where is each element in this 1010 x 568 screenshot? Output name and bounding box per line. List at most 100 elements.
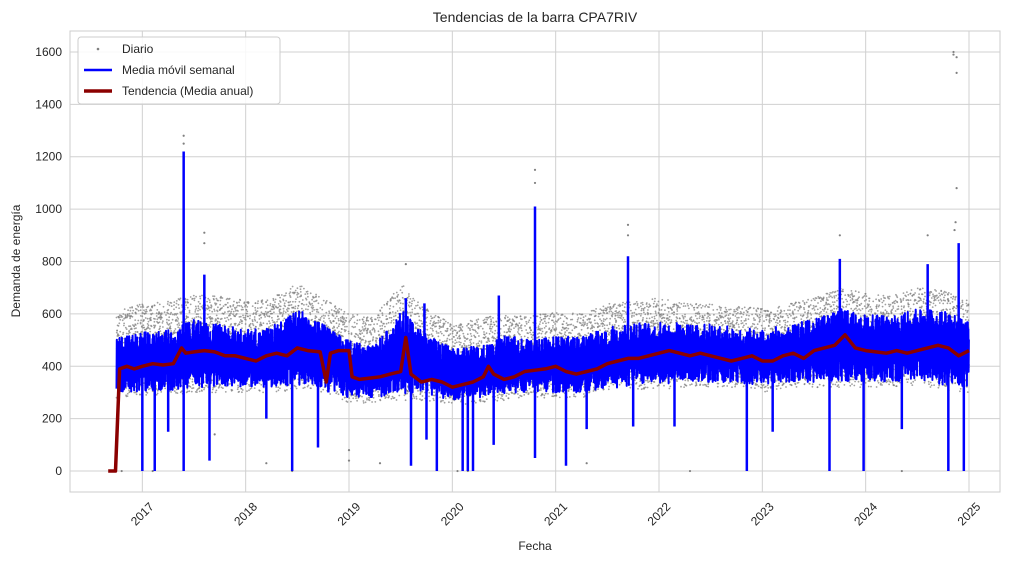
- daily-point: [269, 322, 271, 324]
- daily-point: [119, 331, 121, 333]
- daily-point: [454, 345, 456, 347]
- daily-point: [282, 320, 284, 322]
- daily-point: [315, 294, 317, 296]
- daily-point: [197, 310, 199, 312]
- daily-point: [257, 300, 259, 302]
- daily-point: [333, 315, 335, 317]
- daily-point: [143, 309, 145, 311]
- daily-point: [338, 311, 340, 313]
- daily-point: [316, 316, 318, 318]
- daily-point: [343, 317, 345, 319]
- daily-point: [174, 330, 176, 332]
- daily-point: [310, 304, 312, 306]
- daily-point: [519, 389, 521, 391]
- daily-point: [465, 403, 467, 405]
- daily-point: [164, 311, 166, 313]
- daily-point: [294, 308, 296, 310]
- daily-point: [395, 315, 397, 317]
- daily-point: [541, 337, 543, 339]
- daily-point: [552, 327, 554, 329]
- daily-point: [143, 327, 145, 329]
- daily-point: [372, 336, 374, 338]
- daily-point: [338, 323, 340, 325]
- daily-point: [248, 302, 250, 304]
- daily-point: [215, 385, 217, 387]
- daily-point: [344, 397, 346, 399]
- daily-point: [206, 301, 208, 303]
- daily-point: [299, 301, 301, 303]
- daily-point: [531, 391, 533, 393]
- daily-point: [452, 341, 454, 343]
- daily-point: [444, 323, 446, 325]
- daily-point: [476, 343, 478, 345]
- daily-point: [195, 309, 197, 311]
- daily-point: [219, 304, 221, 306]
- daily-point: [470, 333, 472, 335]
- daily-point: [509, 327, 511, 329]
- daily-point: [336, 311, 338, 313]
- daily-point: [150, 319, 152, 321]
- daily-point: [366, 397, 368, 399]
- daily-point: [486, 390, 488, 392]
- daily-point: [176, 303, 178, 305]
- daily-point: [428, 337, 430, 339]
- daily-point: [494, 330, 496, 332]
- daily-point: [555, 327, 557, 329]
- daily-point: [355, 336, 357, 338]
- daily-point: [122, 313, 124, 315]
- daily-point: [564, 331, 566, 333]
- daily-point: [433, 324, 435, 326]
- daily-point: [190, 386, 192, 388]
- daily-point: [318, 311, 320, 313]
- daily-point: [282, 312, 284, 314]
- daily-point: [393, 297, 395, 299]
- daily-point: [239, 305, 241, 307]
- daily-point: [455, 334, 457, 336]
- daily-point: [303, 304, 305, 306]
- daily-point: [212, 389, 214, 391]
- daily-point: [318, 302, 320, 304]
- daily-point: [348, 331, 350, 333]
- daily-point: [388, 330, 390, 332]
- daily-point: [132, 316, 134, 318]
- daily-point: [187, 299, 189, 301]
- daily-point: [429, 323, 431, 325]
- daily-point: [167, 313, 169, 315]
- daily-point: [552, 312, 554, 314]
- daily-point: [194, 300, 196, 302]
- daily-point: [503, 325, 505, 327]
- daily-point: [520, 336, 522, 338]
- daily-point: [582, 322, 584, 324]
- daily-point: [236, 313, 238, 315]
- daily-point: [421, 306, 423, 308]
- daily-point: [194, 317, 196, 319]
- daily-point: [562, 323, 564, 325]
- daily-point: [130, 310, 132, 312]
- daily-point: [301, 286, 303, 288]
- daily-point: [209, 310, 211, 312]
- daily-point: [170, 391, 172, 393]
- daily-point: [561, 333, 563, 335]
- daily-point: [169, 323, 171, 325]
- daily-point: [392, 311, 394, 313]
- daily-point: [450, 329, 452, 331]
- daily-point: [129, 332, 131, 334]
- daily-point: [564, 316, 566, 318]
- daily-point: [389, 312, 391, 314]
- daily-point: [313, 309, 315, 311]
- daily-point: [573, 325, 575, 327]
- daily-point: [221, 307, 223, 309]
- daily-point: [428, 392, 430, 394]
- daily-point: [250, 329, 252, 331]
- daily-point: [475, 331, 477, 333]
- daily-point: [346, 326, 348, 328]
- daily-point: [162, 326, 164, 328]
- daily-point: [311, 299, 313, 301]
- daily-point: [450, 324, 452, 326]
- daily-point: [394, 397, 396, 399]
- daily-point: [280, 309, 282, 311]
- daily-point: [575, 396, 577, 398]
- daily-point: [225, 320, 227, 322]
- daily-point: [212, 318, 214, 320]
